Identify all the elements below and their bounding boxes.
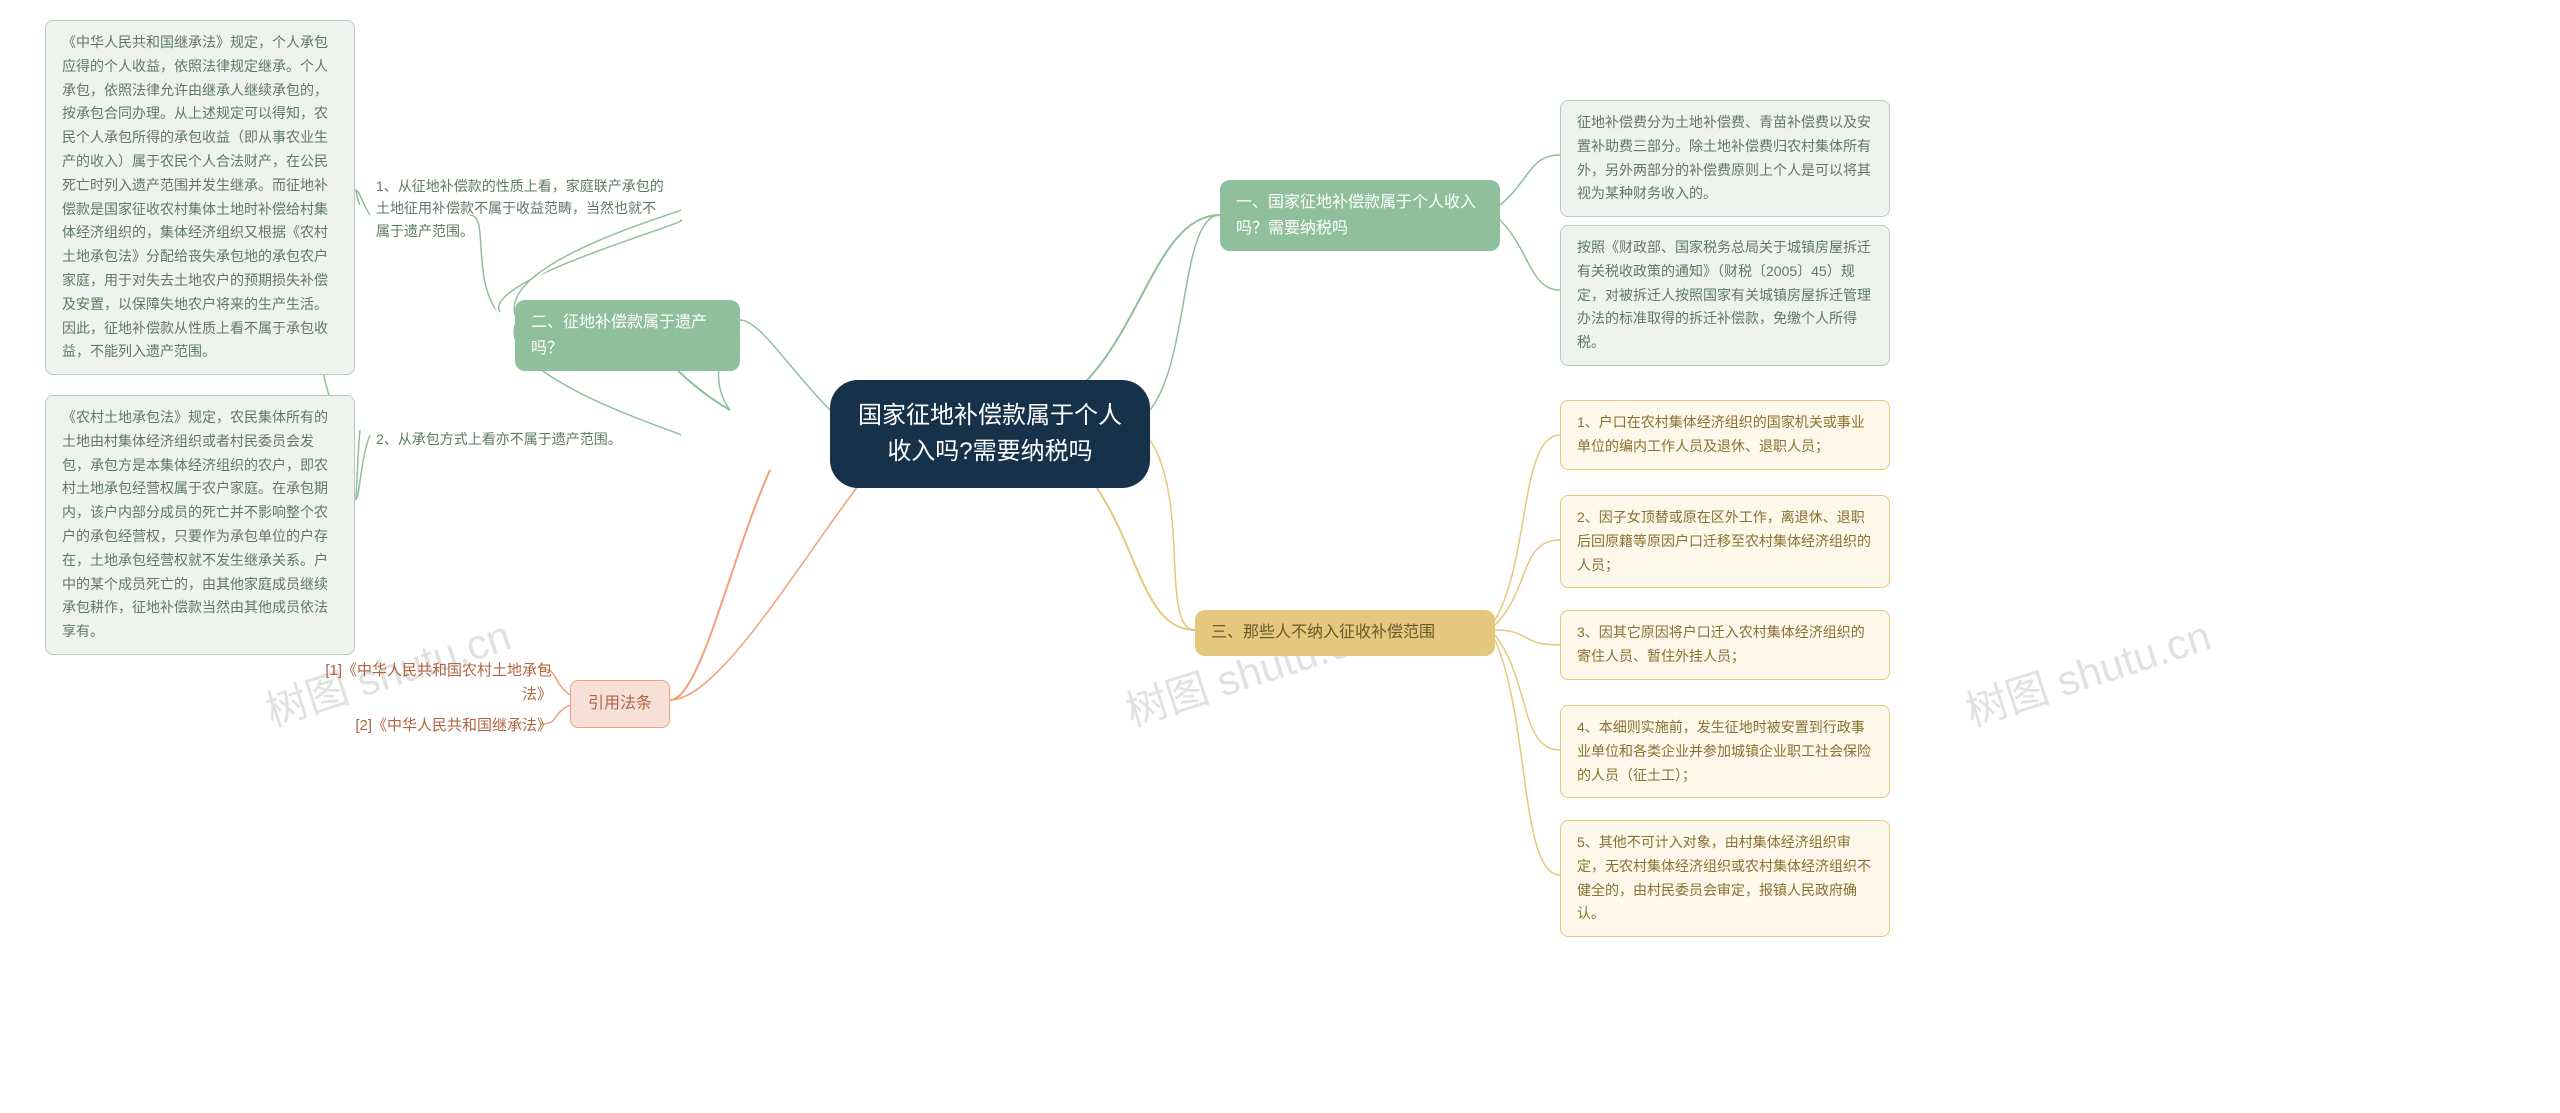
section4-item2-text: [2]《中华人民共和国继承法》 xyxy=(355,717,552,734)
section3-item1: 1、户口在农村集体经济组织的国家机关或事业单位的编内工作人员及退休、退职人员； xyxy=(1560,400,1890,470)
mindmap-center: 国家征地补偿款属于个人 收入吗?需要纳税吗 xyxy=(830,380,1150,488)
section2-detail2: 《农村土地承包法》规定，农民集体所有的土地由村集体经济组织或者村民委员会发包，承… xyxy=(45,395,355,655)
section1-title-text: 一、国家征地补偿款属于个人收入吗？需要纳税吗 xyxy=(1236,194,1476,237)
section1-leaf2: 按照《财政部、国家税务总局关于城镇房屋拆迁有关税收政策的通知》（财税〔2005〕… xyxy=(1560,225,1890,366)
section2-item2-mid: 2、从承包方式上看亦不属于遗产范围。 xyxy=(360,418,680,460)
center-line2: 收入吗?需要纳税吗 xyxy=(887,438,1092,465)
section2-item1-mid: 1、从征地补偿款的性质上看，家庭联产承包的土地征用补偿款不属于收益范畴，当然也就… xyxy=(360,165,680,252)
section2-detail2-text: 《农村土地承包法》规定，农民集体所有的土地由村集体经济组织或者村民委员会发包，承… xyxy=(62,409,328,639)
section1-leaf2-text: 按照《财政部、国家税务总局关于城镇房屋拆迁有关税收政策的通知》（财税〔2005〕… xyxy=(1577,239,1871,350)
section2-detail1-text: 《中华人民共和国继承法》规定，个人承包应得的个人收益，依照法律规定继承。个人承包… xyxy=(62,34,328,359)
section3-title: 三、那些人不纳入征收补偿范围 xyxy=(1195,610,1495,656)
section3-item4-text: 4、本细则实施前，发生征地时被安置到行政事业单位和各类企业并参加城镇企业职工社会… xyxy=(1577,719,1871,783)
section4-title: 引用法条 xyxy=(570,680,670,728)
section3-item2: 2、因子女顶替或原在区外工作，离退休、退职后回原籍等原因户口迁移至农村集体经济组… xyxy=(1560,495,1890,588)
section3-item5: 5、其他不可计入对象，由村集体经济组织审定，无农村集体经济组织或农村集体经济组织… xyxy=(1560,820,1890,937)
section3-item1-text: 1、户口在农村集体经济组织的国家机关或事业单位的编内工作人员及退休、退职人员； xyxy=(1577,414,1865,454)
section4-title-text: 引用法条 xyxy=(588,695,652,712)
section2-title-text: 二、征地补偿款属于遗产吗？ xyxy=(531,314,707,357)
section1-leaf1: 征地补偿费分为土地补偿费、青苗补偿费以及安置补助费三部分。除土地补偿费归农村集体… xyxy=(1560,100,1890,217)
section3-item3: 3、因其它原因将户口迁入农村集体经济组织的寄住人员、暂住外挂人员； xyxy=(1560,610,1890,680)
section4-item2: [2]《中华人民共和国继承法》 xyxy=(300,710,560,742)
section3-title-text: 三、那些人不纳入征收补偿范围 xyxy=(1211,624,1435,641)
center-line1: 国家征地补偿款属于个人 xyxy=(858,402,1122,429)
section3-item5-text: 5、其他不可计入对象，由村集体经济组织审定，无农村集体经济组织或农村集体经济组织… xyxy=(1577,834,1871,921)
section3-item4: 4、本细则实施前，发生征地时被安置到行政事业单位和各类企业并参加城镇企业职工社会… xyxy=(1560,705,1890,798)
section4-item1-text: [1]《中华人民共和国农村土地承包法》 xyxy=(325,662,552,703)
section2-title: 二、征地补偿款属于遗产吗？ xyxy=(515,300,740,371)
section1-title: 一、国家征地补偿款属于个人收入吗？需要纳税吗 xyxy=(1220,180,1500,251)
section3-item2-text: 2、因子女顶替或原在区外工作，离退休、退职后回原籍等原因户口迁移至农村集体经济组… xyxy=(1577,509,1871,573)
section1-leaf1-text: 征地补偿费分为土地补偿费、青苗补偿费以及安置补助费三部分。除土地补偿费归农村集体… xyxy=(1577,114,1871,201)
section4-item1: [1]《中华人民共和国农村土地承包法》 xyxy=(300,655,560,711)
section3-item3-text: 3、因其它原因将户口迁入农村集体经济组织的寄住人员、暂住外挂人员； xyxy=(1577,624,1865,664)
section2-detail1: 《中华人民共和国继承法》规定，个人承包应得的个人收益，依照法律规定继承。个人承包… xyxy=(45,20,355,375)
watermark-3: 树图 shutu.cn xyxy=(1957,602,2218,739)
